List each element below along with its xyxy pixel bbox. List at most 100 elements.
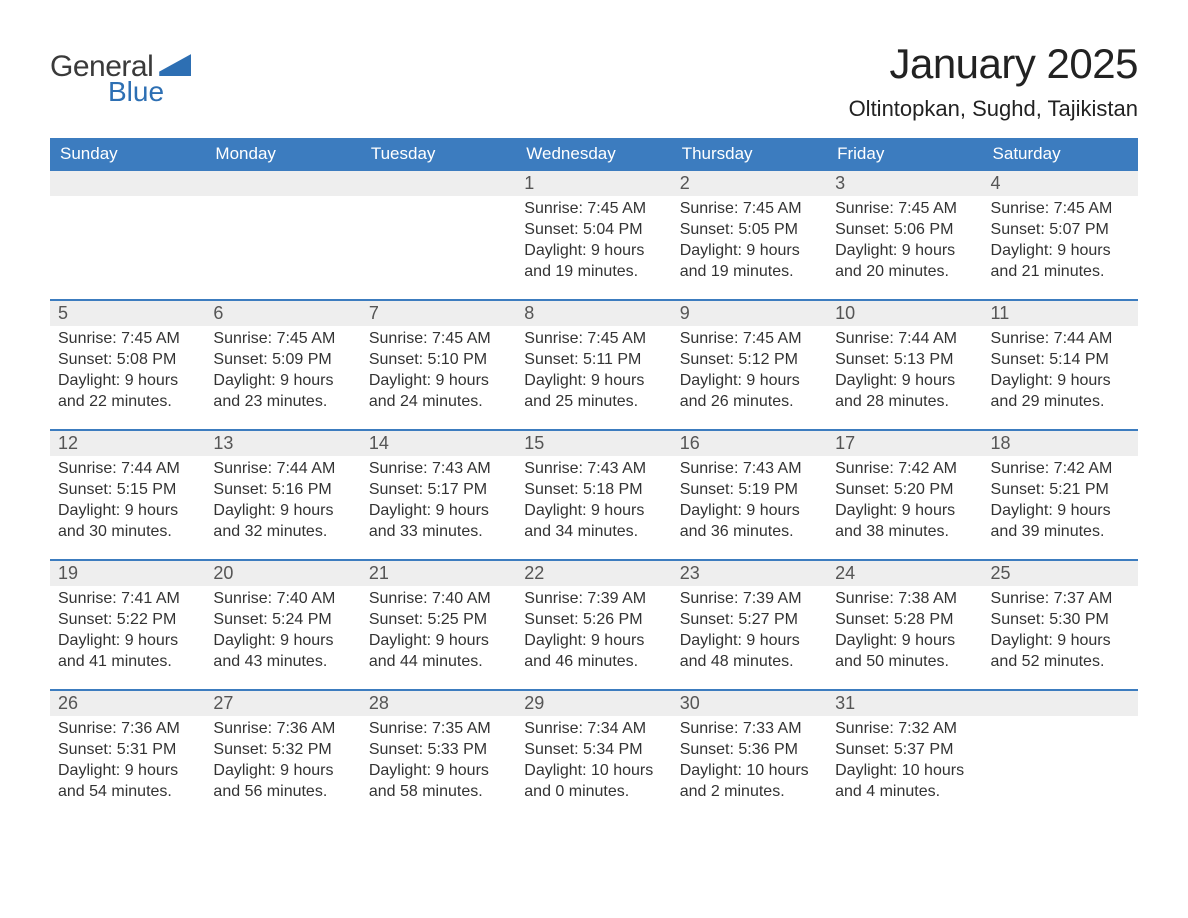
sunset-text: Sunset: 5:32 PM — [213, 740, 352, 761]
day-number: 25 — [983, 561, 1138, 586]
sunset-text: Sunset: 5:25 PM — [369, 610, 508, 631]
day-body: Sunrise: 7:33 AMSunset: 5:36 PMDaylight:… — [672, 716, 827, 810]
day-number: 24 — [827, 561, 982, 586]
sunrise-text: Sunrise: 7:45 AM — [524, 329, 663, 350]
day-body: Sunrise: 7:45 AMSunset: 5:05 PMDaylight:… — [672, 196, 827, 290]
day-cell: 15Sunrise: 7:43 AMSunset: 5:18 PMDayligh… — [516, 431, 671, 559]
day-body: Sunrise: 7:39 AMSunset: 5:26 PMDaylight:… — [516, 586, 671, 680]
day-cell: 16Sunrise: 7:43 AMSunset: 5:19 PMDayligh… — [672, 431, 827, 559]
weekday-header: Tuesday — [361, 138, 516, 171]
day-number: 27 — [205, 691, 360, 716]
day-cell: 13Sunrise: 7:44 AMSunset: 5:16 PMDayligh… — [205, 431, 360, 559]
sunrise-text: Sunrise: 7:44 AM — [58, 459, 197, 480]
day-cell: 25Sunrise: 7:37 AMSunset: 5:30 PMDayligh… — [983, 561, 1138, 689]
day-cell: 19Sunrise: 7:41 AMSunset: 5:22 PMDayligh… — [50, 561, 205, 689]
daylight-line1: Daylight: 9 hours — [680, 241, 819, 262]
daylight-line2: and 34 minutes. — [524, 522, 663, 543]
sunrise-text: Sunrise: 7:40 AM — [213, 589, 352, 610]
day-number: 13 — [205, 431, 360, 456]
day-body: Sunrise: 7:35 AMSunset: 5:33 PMDaylight:… — [361, 716, 516, 810]
day-cell: 22Sunrise: 7:39 AMSunset: 5:26 PMDayligh… — [516, 561, 671, 689]
week-row: 1Sunrise: 7:45 AMSunset: 5:04 PMDaylight… — [50, 171, 1138, 299]
daylight-line1: Daylight: 10 hours — [680, 761, 819, 782]
day-body: Sunrise: 7:45 AMSunset: 5:04 PMDaylight:… — [516, 196, 671, 290]
day-cell: 7Sunrise: 7:45 AMSunset: 5:10 PMDaylight… — [361, 301, 516, 429]
day-body: Sunrise: 7:44 AMSunset: 5:16 PMDaylight:… — [205, 456, 360, 550]
daylight-line2: and 41 minutes. — [58, 652, 197, 673]
sunrise-text: Sunrise: 7:38 AM — [835, 589, 974, 610]
day-number: 26 — [50, 691, 205, 716]
logo-flag-icon — [159, 54, 191, 76]
sunrise-text: Sunrise: 7:37 AM — [991, 589, 1130, 610]
daylight-line2: and 38 minutes. — [835, 522, 974, 543]
day-cell: 23Sunrise: 7:39 AMSunset: 5:27 PMDayligh… — [672, 561, 827, 689]
sunrise-text: Sunrise: 7:45 AM — [213, 329, 352, 350]
daylight-line1: Daylight: 9 hours — [524, 241, 663, 262]
day-cell: 10Sunrise: 7:44 AMSunset: 5:13 PMDayligh… — [827, 301, 982, 429]
weekday-header-row: SundayMondayTuesdayWednesdayThursdayFrid… — [50, 138, 1138, 171]
daylight-line2: and 2 minutes. — [680, 782, 819, 803]
day-number: 14 — [361, 431, 516, 456]
day-body: Sunrise: 7:42 AMSunset: 5:20 PMDaylight:… — [827, 456, 982, 550]
day-cell: 6Sunrise: 7:45 AMSunset: 5:09 PMDaylight… — [205, 301, 360, 429]
day-number: 21 — [361, 561, 516, 586]
day-cell: 5Sunrise: 7:45 AMSunset: 5:08 PMDaylight… — [50, 301, 205, 429]
daylight-line2: and 19 minutes. — [524, 262, 663, 283]
sunset-text: Sunset: 5:28 PM — [835, 610, 974, 631]
day-cell: 27Sunrise: 7:36 AMSunset: 5:32 PMDayligh… — [205, 691, 360, 819]
daylight-line1: Daylight: 10 hours — [835, 761, 974, 782]
daylight-line2: and 21 minutes. — [991, 262, 1130, 283]
day-body: Sunrise: 7:45 AMSunset: 5:07 PMDaylight:… — [983, 196, 1138, 290]
sunset-text: Sunset: 5:19 PM — [680, 480, 819, 501]
sunset-text: Sunset: 5:18 PM — [524, 480, 663, 501]
day-cell: 1Sunrise: 7:45 AMSunset: 5:04 PMDaylight… — [516, 171, 671, 299]
daylight-line2: and 22 minutes. — [58, 392, 197, 413]
day-cell: 14Sunrise: 7:43 AMSunset: 5:17 PMDayligh… — [361, 431, 516, 559]
day-body: Sunrise: 7:37 AMSunset: 5:30 PMDaylight:… — [983, 586, 1138, 680]
day-number: 3 — [827, 171, 982, 196]
sunrise-text: Sunrise: 7:32 AM — [835, 719, 974, 740]
daylight-line2: and 44 minutes. — [369, 652, 508, 673]
day-cell: 31 Sunrise: 7:32 AMSunset: 5:37 PMDayligh… — [827, 691, 982, 819]
sunset-text: Sunset: 5:30 PM — [991, 610, 1130, 631]
sunrise-text: Sunrise: 7:45 AM — [58, 329, 197, 350]
daylight-line2: and 52 minutes. — [991, 652, 1130, 673]
daylight-line2: and 32 minutes. — [213, 522, 352, 543]
sunrise-text: Sunrise: 7:45 AM — [524, 199, 663, 220]
day-number: 22 — [516, 561, 671, 586]
day-cell: 18Sunrise: 7:42 AMSunset: 5:21 PMDayligh… — [983, 431, 1138, 559]
daylight-line2: and 24 minutes. — [369, 392, 508, 413]
daylight-line1: Daylight: 9 hours — [58, 371, 197, 392]
day-cell: 20Sunrise: 7:40 AMSunset: 5:24 PMDayligh… — [205, 561, 360, 689]
sunset-text: Sunset: 5:09 PM — [213, 350, 352, 371]
sunrise-text: Sunrise: 7:44 AM — [991, 329, 1130, 350]
day-body: Sunrise: 7:36 AMSunset: 5:31 PMDaylight:… — [50, 716, 205, 810]
day-number: 23 — [672, 561, 827, 586]
day-cell: 24Sunrise: 7:38 AMSunset: 5:28 PMDayligh… — [827, 561, 982, 689]
sunrise-text: Sunrise: 7:36 AM — [58, 719, 197, 740]
daylight-line2: and 36 minutes. — [680, 522, 819, 543]
day-body: Sunrise: 7:45 AMSunset: 5:11 PMDaylight:… — [516, 326, 671, 420]
day-number: 1 — [516, 171, 671, 196]
daylight-line1: Daylight: 9 hours — [680, 371, 819, 392]
sunset-text: Sunset: 5:17 PM — [369, 480, 508, 501]
daylight-line1: Daylight: 9 hours — [369, 371, 508, 392]
day-cell-empty — [50, 171, 205, 299]
daylight-line2: and 26 minutes. — [680, 392, 819, 413]
daylight-line1: Daylight: 9 hours — [369, 501, 508, 522]
day-cell: 17Sunrise: 7:42 AMSunset: 5:20 PMDayligh… — [827, 431, 982, 559]
weekday-header: Saturday — [983, 138, 1138, 171]
sunset-text: Sunset: 5:27 PM — [680, 610, 819, 631]
sunset-text: Sunset: 5:37 PM — [835, 740, 974, 761]
sunset-text: Sunset: 5:07 PM — [991, 220, 1130, 241]
daylight-line2: and 30 minutes. — [58, 522, 197, 543]
day-cell: 3Sunrise: 7:45 AMSunset: 5:06 PMDaylight… — [827, 171, 982, 299]
day-number: 19 — [50, 561, 205, 586]
day-number: 8 — [516, 301, 671, 326]
location-subtitle: Oltintopkan, Sughd, Tajikistan — [849, 96, 1138, 122]
day-number: 10 — [827, 301, 982, 326]
day-cell: 11Sunrise: 7:44 AMSunset: 5:14 PMDayligh… — [983, 301, 1138, 429]
day-number: 31 — [827, 691, 982, 716]
weekday-header: Friday — [827, 138, 982, 171]
day-number: 9 — [672, 301, 827, 326]
